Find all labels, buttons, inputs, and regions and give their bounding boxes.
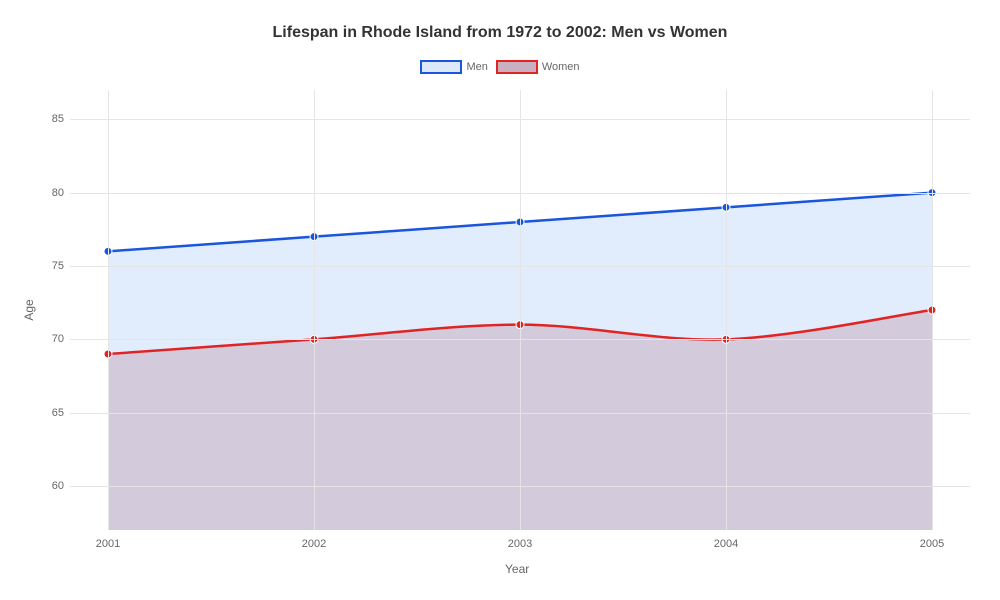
y-tick-label: 85 — [42, 113, 64, 125]
y-tick-label: 65 — [42, 407, 64, 419]
x-tick-label: 2001 — [96, 538, 120, 550]
y-tick-label: 70 — [42, 333, 64, 345]
legend-label: Men — [466, 61, 487, 73]
x-axis-label: Year — [505, 562, 529, 576]
chart-title: Lifespan in Rhode Island from 1972 to 20… — [0, 24, 1000, 42]
gridline-v — [314, 90, 315, 530]
gridline-v — [726, 90, 727, 530]
y-tick-label: 60 — [42, 480, 64, 492]
gridline-v — [108, 90, 109, 530]
legend-item[interactable]: Men — [420, 60, 487, 74]
x-tick-label: 2002 — [302, 538, 326, 550]
legend-swatch — [420, 60, 462, 74]
legend: Men Women — [0, 60, 1000, 74]
gridline-v — [520, 90, 521, 530]
y-axis-label: Age — [22, 299, 36, 320]
y-tick-label: 75 — [42, 260, 64, 272]
plot-area: 60657075808520012002200320042005 — [70, 90, 970, 530]
x-tick-label: 2003 — [508, 538, 532, 550]
gridline-v — [932, 90, 933, 530]
x-tick-label: 2005 — [920, 538, 944, 550]
legend-item[interactable]: Women — [496, 60, 580, 74]
legend-label: Women — [542, 61, 580, 73]
x-tick-label: 2004 — [714, 538, 738, 550]
y-tick-label: 80 — [42, 187, 64, 199]
legend-swatch — [496, 60, 538, 74]
